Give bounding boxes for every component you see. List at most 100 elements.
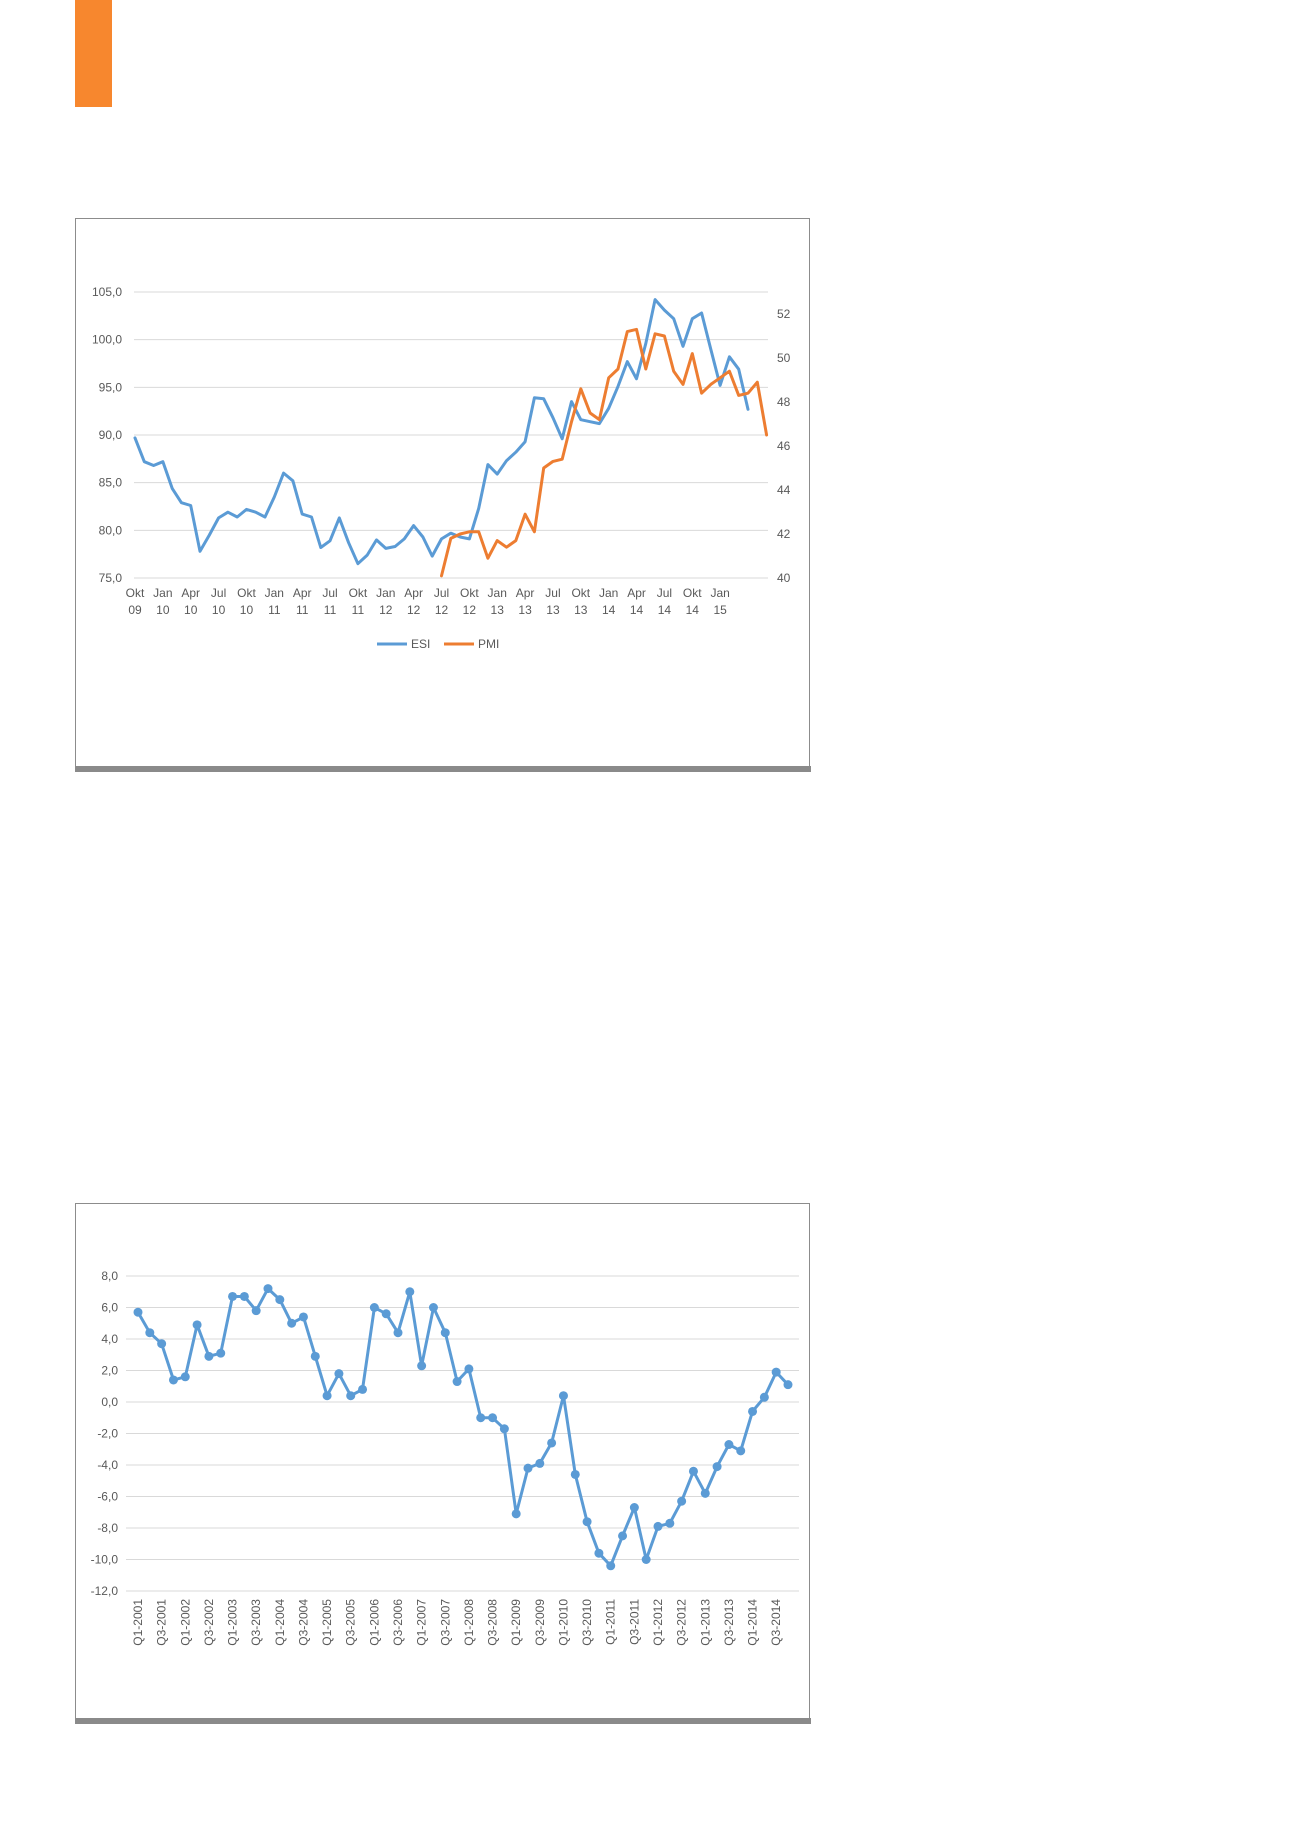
data-point (310, 1351, 320, 1361)
data-point (464, 1364, 474, 1374)
data-point (133, 1307, 143, 1317)
data-point (665, 1518, 675, 1528)
series-line-pmi (440, 327, 769, 578)
y-right-tick-label: 52 (777, 307, 791, 321)
data-point (499, 1424, 509, 1434)
esi-pmi-line-chart: 75,0 80,0 85,0 90,0 95,0 100,0 105,0 40 42 44 46 48… (92, 285, 791, 651)
data-point (582, 1517, 592, 1527)
data-point (369, 1303, 379, 1312)
data-point (358, 1384, 368, 1394)
x-tick-label: Okt 09 (126, 586, 145, 617)
x-tick-label: Q3-2009 (533, 1599, 547, 1646)
data-point (263, 1284, 273, 1294)
y-right-tick-label: 40 (777, 571, 791, 585)
data-point (381, 1309, 391, 1319)
x-tick-label: Okt 12 (460, 586, 479, 617)
data-point (759, 1392, 769, 1402)
quarterly-line-chart: -12,0 -10,0 -8,0 -6,0 -4,0 -2,0 0,0 2,0 4,0 6,0 8,… (91, 1269, 799, 1646)
data-point (688, 1466, 698, 1476)
y-left-tick-label: 75,0 (99, 571, 123, 585)
data-point (629, 1503, 639, 1513)
data-point (712, 1462, 722, 1472)
x-tick-label: Jul 10 (211, 586, 226, 617)
x-tick-label: Q1-2008 (462, 1599, 476, 1646)
x-tick-label: Apr 12 (404, 586, 423, 617)
y-left-tick-label: 105,0 (92, 285, 122, 299)
x-tick-label: Q3-2007 (438, 1599, 452, 1646)
x-tick-label: Jan 14 (599, 586, 618, 617)
orange-accent-bar (75, 0, 112, 107)
y-left-tick-label: 95,0 (99, 380, 123, 394)
data-point (547, 1438, 557, 1448)
x-tick-label: Q1-2003 (226, 1599, 240, 1646)
data-point (452, 1377, 462, 1387)
x-tick-label: Q3-2013 (722, 1599, 736, 1646)
y-right-tick-label: 44 (777, 483, 791, 497)
y-left-tick-label: 80,0 (99, 523, 123, 537)
x-tick-label: Q1-2011 (604, 1599, 618, 1645)
y-tick-label: -6,0 (97, 1490, 118, 1504)
x-tick-label: Q3-2004 (296, 1599, 310, 1646)
x-tick-label: Okt 11 (349, 586, 368, 617)
legend-label-esi: ESI (411, 637, 430, 651)
data-point (488, 1413, 498, 1423)
y-tick-label: 6,0 (101, 1301, 118, 1315)
data-point (157, 1339, 167, 1349)
data-point (511, 1509, 521, 1519)
x-tick-label: Q3-2003 (249, 1599, 263, 1646)
quarterly-chart-panel: -12,0 -10,0 -8,0 -6,0 -4,0 -2,0 0,0 2,0 4,0 6,0 8,… (75, 1203, 810, 1723)
data-point (287, 1318, 297, 1328)
data-point (251, 1306, 261, 1316)
chart-panel-bottom-bar (75, 1718, 811, 1724)
y-tick-label: -8,0 (97, 1521, 118, 1535)
x-tick-label: Q3-2008 (486, 1599, 500, 1646)
data-point (440, 1328, 450, 1338)
data-point (653, 1521, 663, 1531)
x-tick-label: Jul 11 (322, 586, 337, 617)
chart-panel-bottom-bar (75, 766, 811, 772)
data-point (476, 1413, 486, 1423)
x-tick-label: Q3-2006 (391, 1599, 405, 1646)
y-tick-label: 2,0 (101, 1364, 118, 1378)
y-left-tick-label: 85,0 (99, 476, 123, 490)
data-point (405, 1287, 415, 1297)
data-point (228, 1291, 238, 1301)
x-tick-label: Okt 13 (571, 586, 590, 617)
y-tick-label: -2,0 (97, 1427, 118, 1441)
data-point (535, 1458, 545, 1468)
x-tick-label: Q1-2010 (556, 1599, 570, 1646)
y-tick-label: -12,0 (91, 1584, 119, 1598)
x-tick-label: Q1-2012 (651, 1599, 665, 1646)
data-point (771, 1367, 781, 1377)
data-point (393, 1328, 403, 1338)
x-tick-label: Q1-2001 (131, 1599, 145, 1646)
data-point (216, 1348, 226, 1358)
x-tick-label: Q3-2011 (627, 1599, 641, 1645)
y-right-tick-label: 50 (777, 351, 791, 365)
x-tick-label: Jul 14 (657, 586, 672, 617)
data-point (168, 1375, 178, 1385)
x-tick-label: Okt 10 (237, 586, 256, 617)
x-tick-label: Q3-2005 (344, 1599, 358, 1646)
data-point (641, 1555, 651, 1564)
data-point (724, 1440, 734, 1450)
data-point (298, 1312, 308, 1322)
data-point (570, 1469, 580, 1479)
esi-pmi-chart-panel: 75,0 80,0 85,0 90,0 95,0 100,0 105,0 40 42 44 46 48… (75, 218, 810, 771)
x-tick-label: Q1-2004 (273, 1599, 287, 1646)
y-tick-label: 8,0 (101, 1269, 118, 1283)
x-tick-label: Q1-2006 (367, 1599, 381, 1646)
x-tick-label: Apr 11 (293, 586, 312, 617)
y-tick-label: -10,0 (91, 1553, 119, 1567)
data-point (239, 1291, 249, 1301)
x-tick-label: Q3-2012 (675, 1599, 689, 1646)
x-tick-label: Q1-2014 (746, 1599, 760, 1646)
data-point (180, 1372, 190, 1382)
x-tick-label: Q1-2009 (509, 1599, 523, 1646)
series-line-esi (133, 298, 750, 566)
x-tick-label: Q1-2013 (698, 1599, 712, 1646)
x-tick-label: Q3-2014 (769, 1599, 783, 1646)
data-point (558, 1391, 568, 1401)
data-point (275, 1295, 285, 1305)
data-point (523, 1463, 533, 1473)
